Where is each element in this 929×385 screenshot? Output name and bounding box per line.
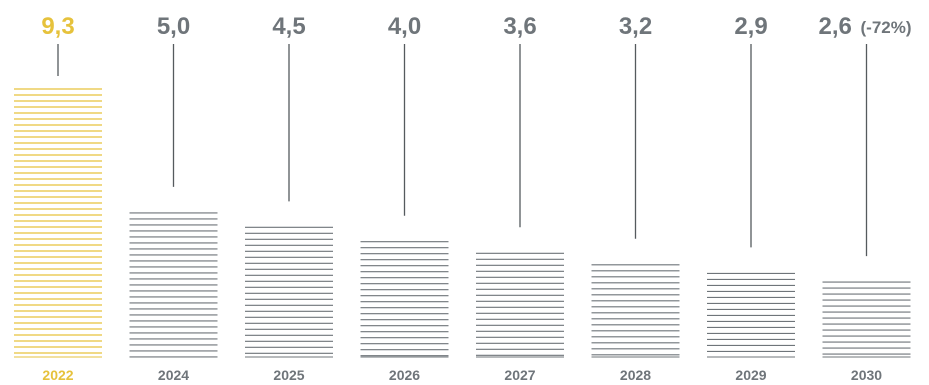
value-label-2024: 5,0 [157, 13, 190, 40]
value-label-2028: 3,2 [619, 13, 652, 40]
bar-2030 [822, 281, 911, 358]
value-label-2026: 4,0 [388, 13, 421, 40]
bar-2022 [14, 88, 102, 358]
year-label-2029: 2029 [735, 367, 766, 383]
bar-2026 [360, 241, 449, 358]
value-label-2022: 9,3 [41, 13, 74, 40]
bar-2029 [707, 272, 795, 358]
value-label-2027: 3,6 [503, 13, 536, 40]
year-label-2022: 2022 [42, 367, 73, 383]
value-label-2030: 2,6 [819, 13, 852, 40]
year-label-2024: 2024 [158, 367, 189, 383]
year-label-2027: 2027 [504, 367, 535, 383]
bar-2027 [476, 252, 564, 358]
year-label-2026: 2026 [389, 367, 420, 383]
year-label-2030: 2030 [851, 367, 882, 383]
bar-2025 [245, 226, 333, 358]
year-label-2028: 2028 [620, 367, 651, 383]
year-label-2025: 2025 [273, 367, 304, 383]
bar-2028 [591, 264, 680, 358]
value-label-2025: 4,5 [272, 13, 305, 40]
value-label-2029: 2,9 [734, 13, 767, 40]
change-annotation: (-72%) [861, 18, 912, 37]
bar-2024 [129, 212, 218, 358]
